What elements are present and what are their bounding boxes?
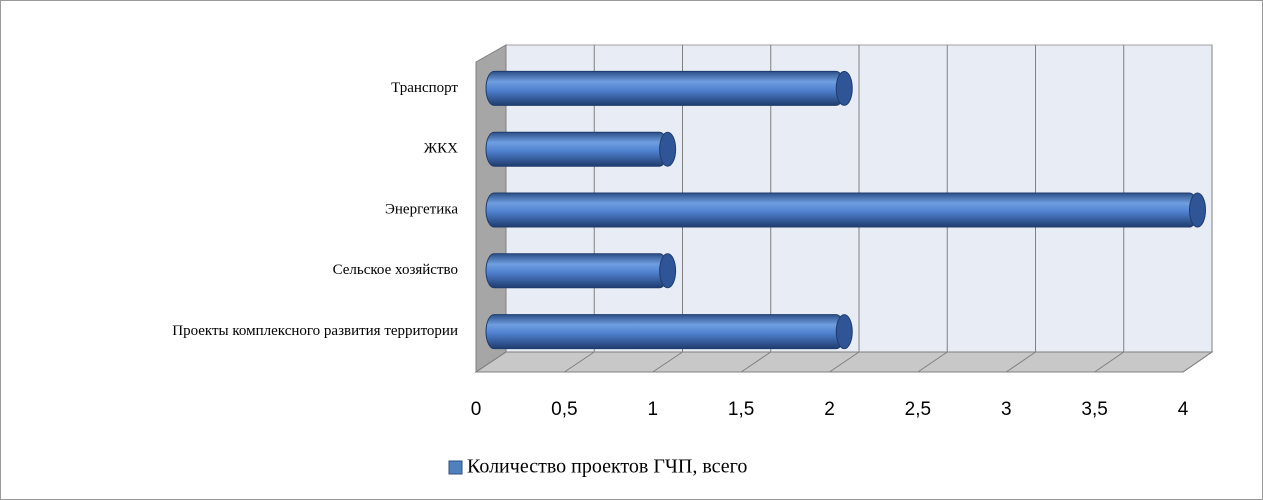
floor-grid-line bbox=[1005, 351, 1036, 373]
category-label: Энергетика bbox=[385, 201, 458, 217]
floor-grid-line bbox=[1182, 351, 1213, 373]
bar bbox=[485, 131, 669, 167]
x-tick-label: 1,5 bbox=[728, 399, 754, 420]
category-label: ЖКХ bbox=[424, 141, 458, 157]
category-label: Сельское хозяйство bbox=[333, 262, 458, 278]
x-tick-label: 2,5 bbox=[905, 399, 931, 420]
floor-grid-line bbox=[564, 351, 595, 373]
category-label: Транспорт bbox=[391, 80, 458, 96]
floor-grid-line bbox=[1094, 351, 1125, 373]
bar bbox=[485, 253, 669, 289]
bar bbox=[485, 70, 845, 106]
category-label: Проекты комплексного развития территории bbox=[172, 323, 458, 339]
floor-grid-line bbox=[475, 351, 507, 373]
floor-grid-line bbox=[740, 351, 772, 373]
x-tick-label: 3 bbox=[1001, 399, 1012, 420]
legend-swatch bbox=[448, 460, 463, 475]
legend-label: Количество проектов ГЧП, всего bbox=[467, 456, 747, 478]
bar-cap bbox=[1189, 192, 1206, 228]
bar-cap bbox=[835, 314, 853, 350]
x-tick-label: 2 bbox=[824, 399, 835, 420]
bar-cap bbox=[659, 253, 677, 289]
bar-cap bbox=[835, 70, 853, 106]
floor-grid-line bbox=[652, 351, 683, 373]
x-tick-label: 4 bbox=[1178, 399, 1189, 420]
x-tick-label: 1 bbox=[647, 399, 658, 420]
floor-grid-line bbox=[917, 351, 948, 373]
x-tick-label: 0 bbox=[471, 399, 482, 420]
x-tick-label: 0,5 bbox=[551, 399, 577, 420]
x-tick-label: 3,5 bbox=[1081, 399, 1107, 420]
bar-cap bbox=[659, 131, 677, 167]
floor-grid-line bbox=[829, 351, 860, 373]
bar bbox=[485, 192, 1198, 228]
bar bbox=[485, 314, 845, 350]
